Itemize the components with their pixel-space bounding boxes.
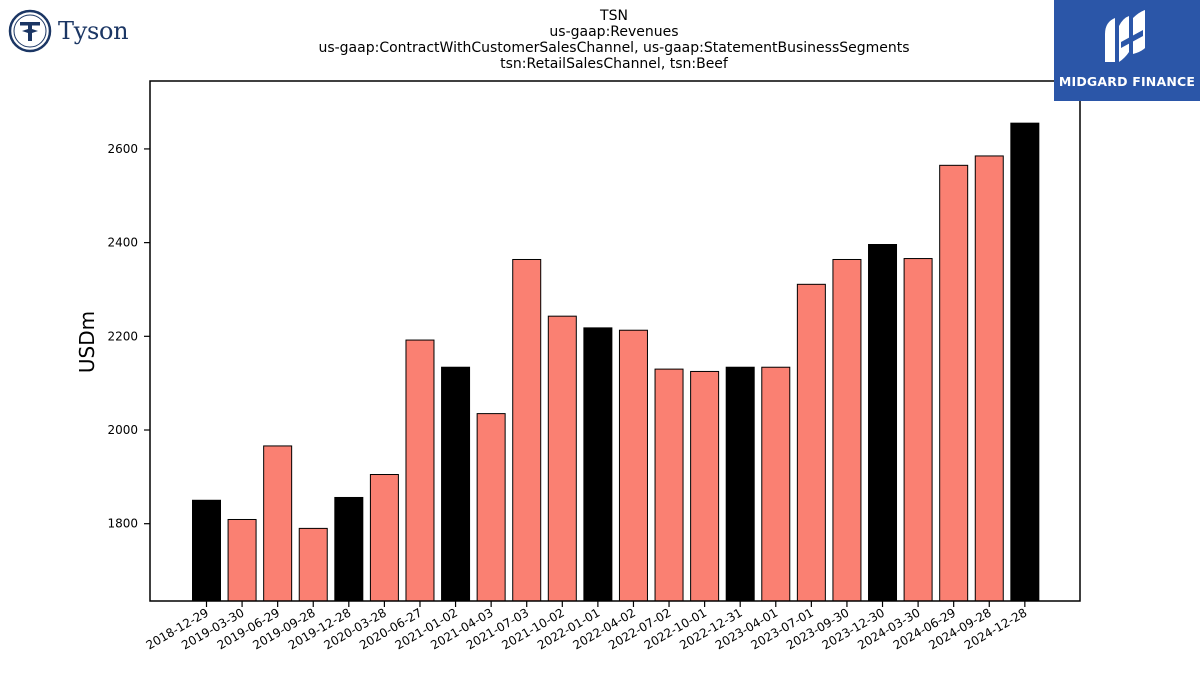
midgard-finance-wordmark: MIDGARD FINANCE <box>1058 74 1196 89</box>
bar-2021-10-02 <box>547 315 577 602</box>
y-tick-label: 2400 <box>107 236 138 250</box>
plot-frame <box>149 80 1081 602</box>
tyson-logo: Tyson <box>8 8 129 54</box>
bar-2021-07-03 <box>512 258 542 602</box>
bar-2019-12-28 <box>334 496 364 602</box>
bar-2022-01-01 <box>583 327 613 602</box>
y-tick-label: 2200 <box>107 329 138 343</box>
bar-2024-09-28 <box>974 155 1004 602</box>
bar-2023-04-01 <box>761 366 791 602</box>
tyson-t-emblem-icon <box>8 9 52 53</box>
chart-title: TSNus-gaap:Revenuesus-gaap:ContractWithC… <box>318 8 909 72</box>
bar-2019-06-29 <box>263 445 293 602</box>
y-tick-label: 2600 <box>107 142 138 156</box>
bar-2020-06-27 <box>405 339 435 602</box>
tyson-wordmark: Tyson <box>58 17 129 45</box>
bar-2021-01-02 <box>441 366 471 602</box>
chart-title-line: TSN <box>599 8 628 24</box>
bar-2024-06-29 <box>939 164 969 602</box>
y-axis-label: USDm <box>75 311 99 373</box>
bar-2018-12-29 <box>192 499 221 602</box>
bar-2022-10-01 <box>690 370 720 602</box>
bar-2022-07-02 <box>654 368 684 602</box>
midgard-finance-logo: MIDGARD FINANCE <box>1054 0 1200 101</box>
bar-2023-07-01 <box>796 283 826 602</box>
y-tick-label: 2000 <box>107 423 138 437</box>
midgard-m-icon <box>1105 10 1145 62</box>
chart-title-line: us-gaap:Revenues <box>549 24 678 40</box>
bar-2024-12-28 <box>1010 122 1040 602</box>
bar-2022-04-02 <box>618 329 648 602</box>
chart-title-line: tsn:RetailSalesChannel, tsn:Beef <box>500 56 729 72</box>
bar-2021-04-03 <box>476 413 506 602</box>
chart-title-line: us-gaap:ContractWithCustomerSalesChannel… <box>318 40 909 56</box>
axes <box>149 80 1081 602</box>
bar-2019-09-28 <box>298 527 328 602</box>
bar-2024-03-30 <box>903 258 933 602</box>
bar-2023-12-30 <box>868 244 898 602</box>
bar-2020-03-28 <box>369 474 399 602</box>
x-axis-ticks: 2018-12-292019-03-302019-06-292019-09-28… <box>144 601 1029 652</box>
y-tick-label: 1800 <box>107 517 138 531</box>
bar-2022-12-31 <box>725 366 755 602</box>
bar-2023-09-30 <box>832 258 862 602</box>
bar-2019-03-30 <box>227 518 257 602</box>
bars <box>192 122 1040 602</box>
y-axis-ticks: 1800 2000 2200 2400 2600 <box>107 142 150 531</box>
